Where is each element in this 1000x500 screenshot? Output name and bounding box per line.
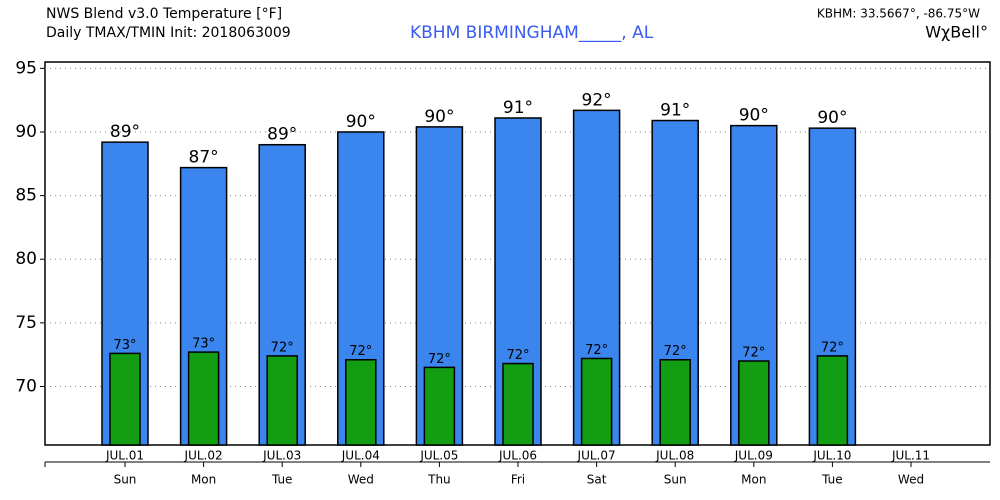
value-label: 72° [506, 348, 529, 363]
value-label: 89° [110, 122, 140, 142]
coordinates: KBHM: 33.5667°, -86.75°W [817, 7, 980, 21]
x-weekday-label: Sun [114, 473, 137, 487]
bar [738, 360, 770, 446]
bar [423, 366, 456, 446]
value-label: 90° [739, 106, 769, 126]
value-label: 91° [503, 98, 533, 118]
bar [502, 362, 534, 446]
y-tick-label: 95 [15, 58, 37, 78]
value-label: 72° [664, 344, 687, 359]
x-weekday-label: Mon [191, 473, 216, 487]
value-label: 72° [349, 344, 372, 359]
x-weekday-label: Wed [898, 473, 924, 487]
value-label: 89° [267, 125, 297, 145]
x-tick-label: JUL.02 [184, 449, 223, 463]
value-label: 90° [346, 112, 376, 132]
bar [345, 358, 377, 446]
x-tick-label: JUL.08 [655, 449, 694, 463]
value-label: 92° [582, 90, 612, 110]
y-tick-label: 70 [15, 376, 37, 396]
bar [266, 355, 298, 446]
value-label: 91° [660, 101, 690, 121]
x-tick-label: JUL.01 [105, 449, 144, 463]
bar [109, 352, 141, 446]
x-weekday-label: Thu [427, 473, 451, 487]
value-label: 72° [271, 340, 294, 355]
y-tick-label: 80 [15, 249, 37, 269]
location: KBHM BIRMINGHAM_____, AL [410, 23, 654, 43]
y-tick-label: 90 [15, 122, 37, 142]
x-tick-label: JUL.06 [498, 449, 537, 463]
value-label: 73° [192, 337, 215, 352]
bar [816, 355, 849, 446]
x-weekday-label: Tue [821, 473, 843, 487]
value-label: 72° [742, 346, 765, 361]
value-label: 90° [817, 108, 847, 128]
x-tick-label: JUL.03 [262, 449, 301, 463]
logo: WχBell° [925, 23, 988, 42]
x-weekday-label: Wed [348, 473, 374, 487]
x-weekday-label: Mon [741, 473, 766, 487]
x-tick-label: JUL.10 [812, 449, 851, 463]
value-label: 90° [424, 107, 454, 127]
value-label: 72° [428, 352, 451, 367]
value-label: 73° [113, 338, 136, 353]
x-tick-label: JUL.11 [891, 449, 930, 463]
x-tick-label: JUL.09 [734, 449, 773, 463]
value-label: 72° [821, 340, 844, 355]
y-tick-label: 85 [15, 186, 37, 206]
bar [187, 351, 220, 446]
bar [659, 358, 691, 446]
x-weekday-label: Sun [664, 473, 687, 487]
value-label: 87° [189, 148, 219, 168]
x-weekday-label: Fri [511, 473, 525, 487]
x-weekday-label: Tue [271, 473, 293, 487]
x-weekday-label: Sat [587, 473, 607, 487]
x-tick-label: JUL.04 [341, 449, 380, 463]
bar [580, 357, 613, 446]
x-tick-label: JUL.07 [577, 449, 616, 463]
value-label: 72° [585, 343, 608, 358]
y-tick-label: 75 [15, 313, 37, 333]
x-tick-label: JUL.05 [419, 449, 458, 463]
chart-title: NWS Blend v3.0 Temperature [°F] [46, 6, 282, 22]
chart-subtitle: Daily TMAX/TMIN Init: 2018063009 [46, 25, 291, 41]
